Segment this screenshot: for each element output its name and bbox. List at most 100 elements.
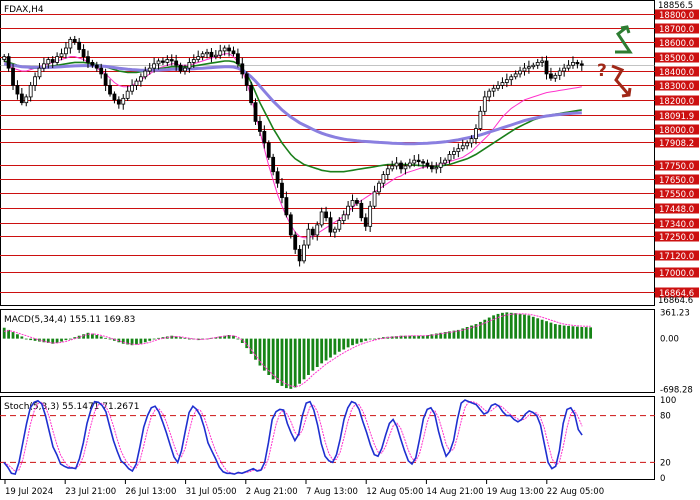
candle-body [222, 47, 227, 52]
macd-bar [575, 326, 579, 339]
macd-bar [267, 338, 271, 375]
candle-body [500, 82, 505, 86]
time-axis: 19 Jul 2024 23 Jul 21:00 26 Jul 13:00 31 Ju… [4, 480, 604, 497]
price-label-box [655, 124, 699, 135]
macd-bar [355, 338, 359, 344]
price-label-box [655, 95, 699, 106]
macd-bar [523, 314, 526, 339]
price-label: 18000.0 [659, 126, 694, 136]
candle-body [518, 70, 522, 75]
macd-bar [359, 338, 363, 343]
macd-bar [29, 338, 33, 341]
candle-body [363, 217, 368, 227]
candle-body [116, 99, 121, 105]
price-panel-frame [0, 0, 655, 306]
candle-body [302, 244, 306, 262]
candle-body [205, 51, 209, 55]
macd-bar [545, 321, 548, 339]
macd-bar [329, 338, 332, 358]
candle-body [130, 85, 134, 92]
macd-bar [157, 337, 160, 339]
candle-body [372, 191, 377, 207]
macd-bar [320, 338, 324, 364]
candle-body [178, 64, 183, 72]
stoch-axis-label: 0 [660, 474, 665, 484]
price-label-box [655, 174, 699, 185]
x-tick-label: 19 Jul 2024 [5, 487, 53, 497]
candle-body [359, 202, 364, 219]
macd-bar [536, 318, 540, 339]
macd-histogram [2, 312, 593, 389]
price-label-box [655, 52, 699, 63]
candle-body [491, 87, 496, 92]
candle-body [152, 63, 157, 69]
macd-bar [364, 338, 368, 341]
candle-body [103, 73, 108, 86]
candle-body [377, 182, 381, 193]
candle-body [549, 73, 553, 79]
price-label-box [655, 160, 699, 171]
candle-body [579, 63, 584, 66]
macd-bar [381, 337, 385, 339]
macd-bar [439, 332, 443, 339]
candle-body [553, 74, 558, 79]
macd-bar [373, 338, 376, 340]
candle-body [460, 145, 465, 150]
macd-bar [487, 317, 491, 339]
macd-bar [271, 338, 275, 380]
stoch-axis-label: 80 [660, 412, 671, 422]
macd-bar [408, 335, 412, 339]
x-tick-label: 7 Aug 13:00 [306, 487, 358, 497]
macd-bar [90, 333, 94, 339]
macd-bar [465, 327, 469, 339]
macd-bar [236, 338, 240, 340]
macd-bar [293, 338, 297, 388]
macd-bar [496, 313, 500, 339]
candle-body [337, 220, 342, 230]
macd-bar [351, 338, 354, 346]
price-label-box [655, 80, 699, 91]
macd-bar [589, 327, 593, 339]
candle-body [28, 85, 33, 98]
macd-bar [505, 312, 509, 339]
candle-body [37, 67, 42, 78]
macd-bar [390, 336, 394, 339]
candle-body [328, 217, 333, 233]
price-label: 17908.2 [659, 139, 694, 149]
candle-body [11, 67, 15, 86]
macd-bar [567, 325, 570, 339]
candle-body [306, 228, 311, 246]
candle-body [249, 85, 254, 104]
macd-bar [324, 338, 328, 361]
candle-body [99, 67, 104, 75]
stoch-title: Stoch(5,3,3) 55.1471 71.2671 [4, 402, 139, 412]
macd-bar [254, 338, 257, 360]
candle-body [64, 47, 68, 55]
macd-bar [60, 338, 63, 342]
macd-bar [448, 331, 451, 339]
price-label: 18500.0 [659, 54, 694, 64]
candle-body [46, 59, 51, 65]
macd-bar [187, 338, 191, 340]
macd-bar [258, 338, 262, 366]
stochastic-lines [0, 399, 655, 476]
candle-body [421, 161, 425, 164]
candle-body [544, 60, 549, 75]
candle-body [15, 85, 20, 95]
macd-bar [333, 338, 337, 355]
price-label-box [655, 218, 699, 229]
candle-body [72, 38, 77, 43]
candle-body [487, 90, 492, 98]
candle-body [535, 62, 540, 66]
stoch-k-line [3, 399, 583, 476]
macd-bar [99, 336, 103, 339]
candle-body [385, 168, 390, 175]
macd-bar [77, 335, 81, 339]
candle-body [412, 159, 417, 164]
price-label: 17448.0 [659, 205, 694, 215]
candle-body [496, 85, 500, 89]
price-label-box [655, 66, 699, 77]
macd-bar [170, 335, 174, 339]
macd-bar [518, 313, 522, 339]
